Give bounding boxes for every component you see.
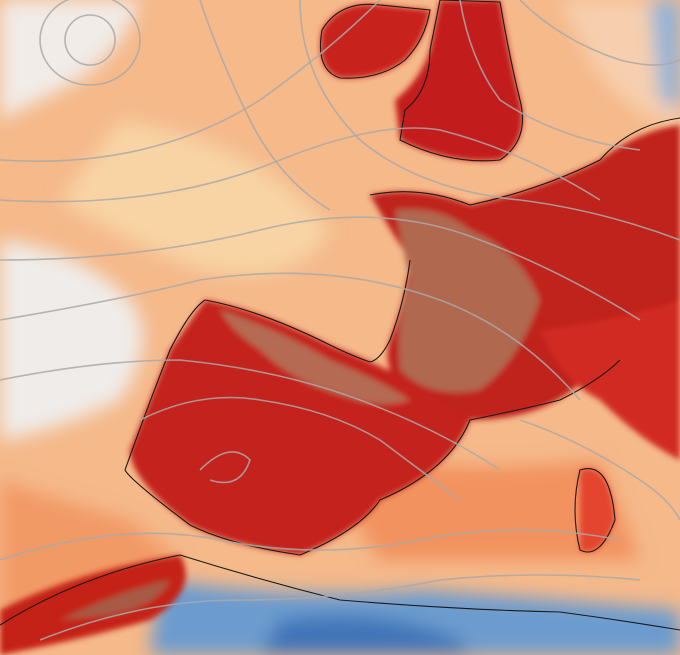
coastline: [469, 359, 621, 421]
streamline: [459, 0, 641, 151]
coastlines: [0, 0, 680, 631]
streamlines: [0, 0, 680, 641]
streamline: [39, 0, 141, 86]
streamline: [64, 14, 116, 66]
streamline: [0, 529, 621, 561]
streamline: [39, 574, 641, 641]
streamline: [199, 0, 331, 211]
streamline: [199, 451, 251, 484]
coastline: [369, 117, 680, 206]
streamline: [299, 0, 680, 241]
coastline: [124, 299, 471, 556]
coastline: [369, 259, 411, 363]
streamline: [0, 0, 381, 163]
streamline: [0, 272, 581, 401]
coastline: [399, 0, 524, 162]
streamline: [0, 127, 601, 203]
coastline: [0, 554, 680, 631]
streamline: [519, 0, 680, 66]
streamline: [0, 359, 501, 471]
streamline: [519, 419, 680, 521]
coastline: [319, 3, 431, 79]
streamline: [139, 396, 461, 501]
streamline: [0, 216, 641, 321]
coastline: [574, 468, 616, 553]
